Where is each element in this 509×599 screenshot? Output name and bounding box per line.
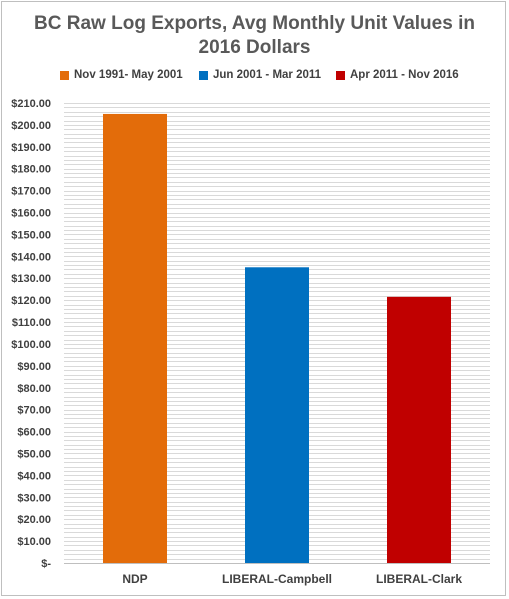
y-tick-label: $80.00 [17, 383, 51, 395]
legend-swatch-campbell [199, 70, 208, 80]
y-tick-label: $50.00 [17, 448, 51, 460]
chart-title: BC Raw Log Exports, Avg Monthly Unit Val… [0, 12, 509, 60]
y-tick-label: $170.00 [11, 186, 51, 198]
y-tick-label: $210.00 [11, 98, 51, 110]
x-tick-label: LIBERAL-Campbell [222, 572, 332, 586]
y-tick-label: $40.00 [17, 470, 51, 482]
y-tick-label: $140.00 [11, 251, 51, 263]
chart-legend: Nov 1991- May 2001 Jun 2001 - Mar 2011 A… [0, 69, 509, 85]
y-tick-label: $100.00 [11, 339, 51, 351]
y-tick-label: $150.00 [11, 229, 51, 241]
legend-label-campbell: Jun 2001 - Mar 2011 [213, 69, 322, 81]
legend-swatch-ndp [60, 70, 69, 80]
legend-item-clark: Apr 2011 - Nov 2016 [336, 69, 459, 81]
bar-0 [103, 113, 167, 563]
chart-title-line-1: BC Raw Log Exports, Avg Monthly Unit Val… [34, 13, 475, 34]
y-tick-label: $110.00 [12, 317, 51, 329]
y-tick-label: $200.00 [11, 120, 51, 132]
bar-2 [387, 296, 451, 563]
y-tick-label: $20.00 [17, 514, 51, 526]
y-tick-label: $- [41, 558, 51, 570]
legend-swatch-clark [336, 70, 345, 80]
y-tick-label: $130.00 [11, 273, 51, 285]
legend-label-ndp: Nov 1991- May 2001 [74, 69, 183, 81]
y-tick-label: $70.00 [17, 405, 51, 417]
legend-label-clark: Apr 2011 - Nov 2016 [350, 69, 459, 81]
y-tick-label: $90.00 [17, 361, 51, 373]
y-tick-label: $120.00 [11, 295, 51, 307]
y-tick-label: $180.00 [11, 164, 51, 176]
chart-title-line-2: 2016 Dollars [198, 37, 311, 58]
x-tick-label: LIBERAL-Clark [376, 572, 462, 586]
x-tick-label: NDP [122, 572, 147, 586]
y-tick-label: $10.00 [17, 536, 51, 548]
bar-1 [245, 267, 309, 563]
y-tick-label: $60.00 [17, 427, 51, 439]
y-tick-label: $30.00 [17, 492, 51, 504]
legend-item-campbell: Jun 2001 - Mar 2011 [199, 69, 321, 81]
y-tick-label: $160.00 [11, 208, 51, 220]
legend-item-ndp: Nov 1991- May 2001 [60, 69, 183, 81]
y-tick-label: $190.00 [11, 142, 51, 154]
